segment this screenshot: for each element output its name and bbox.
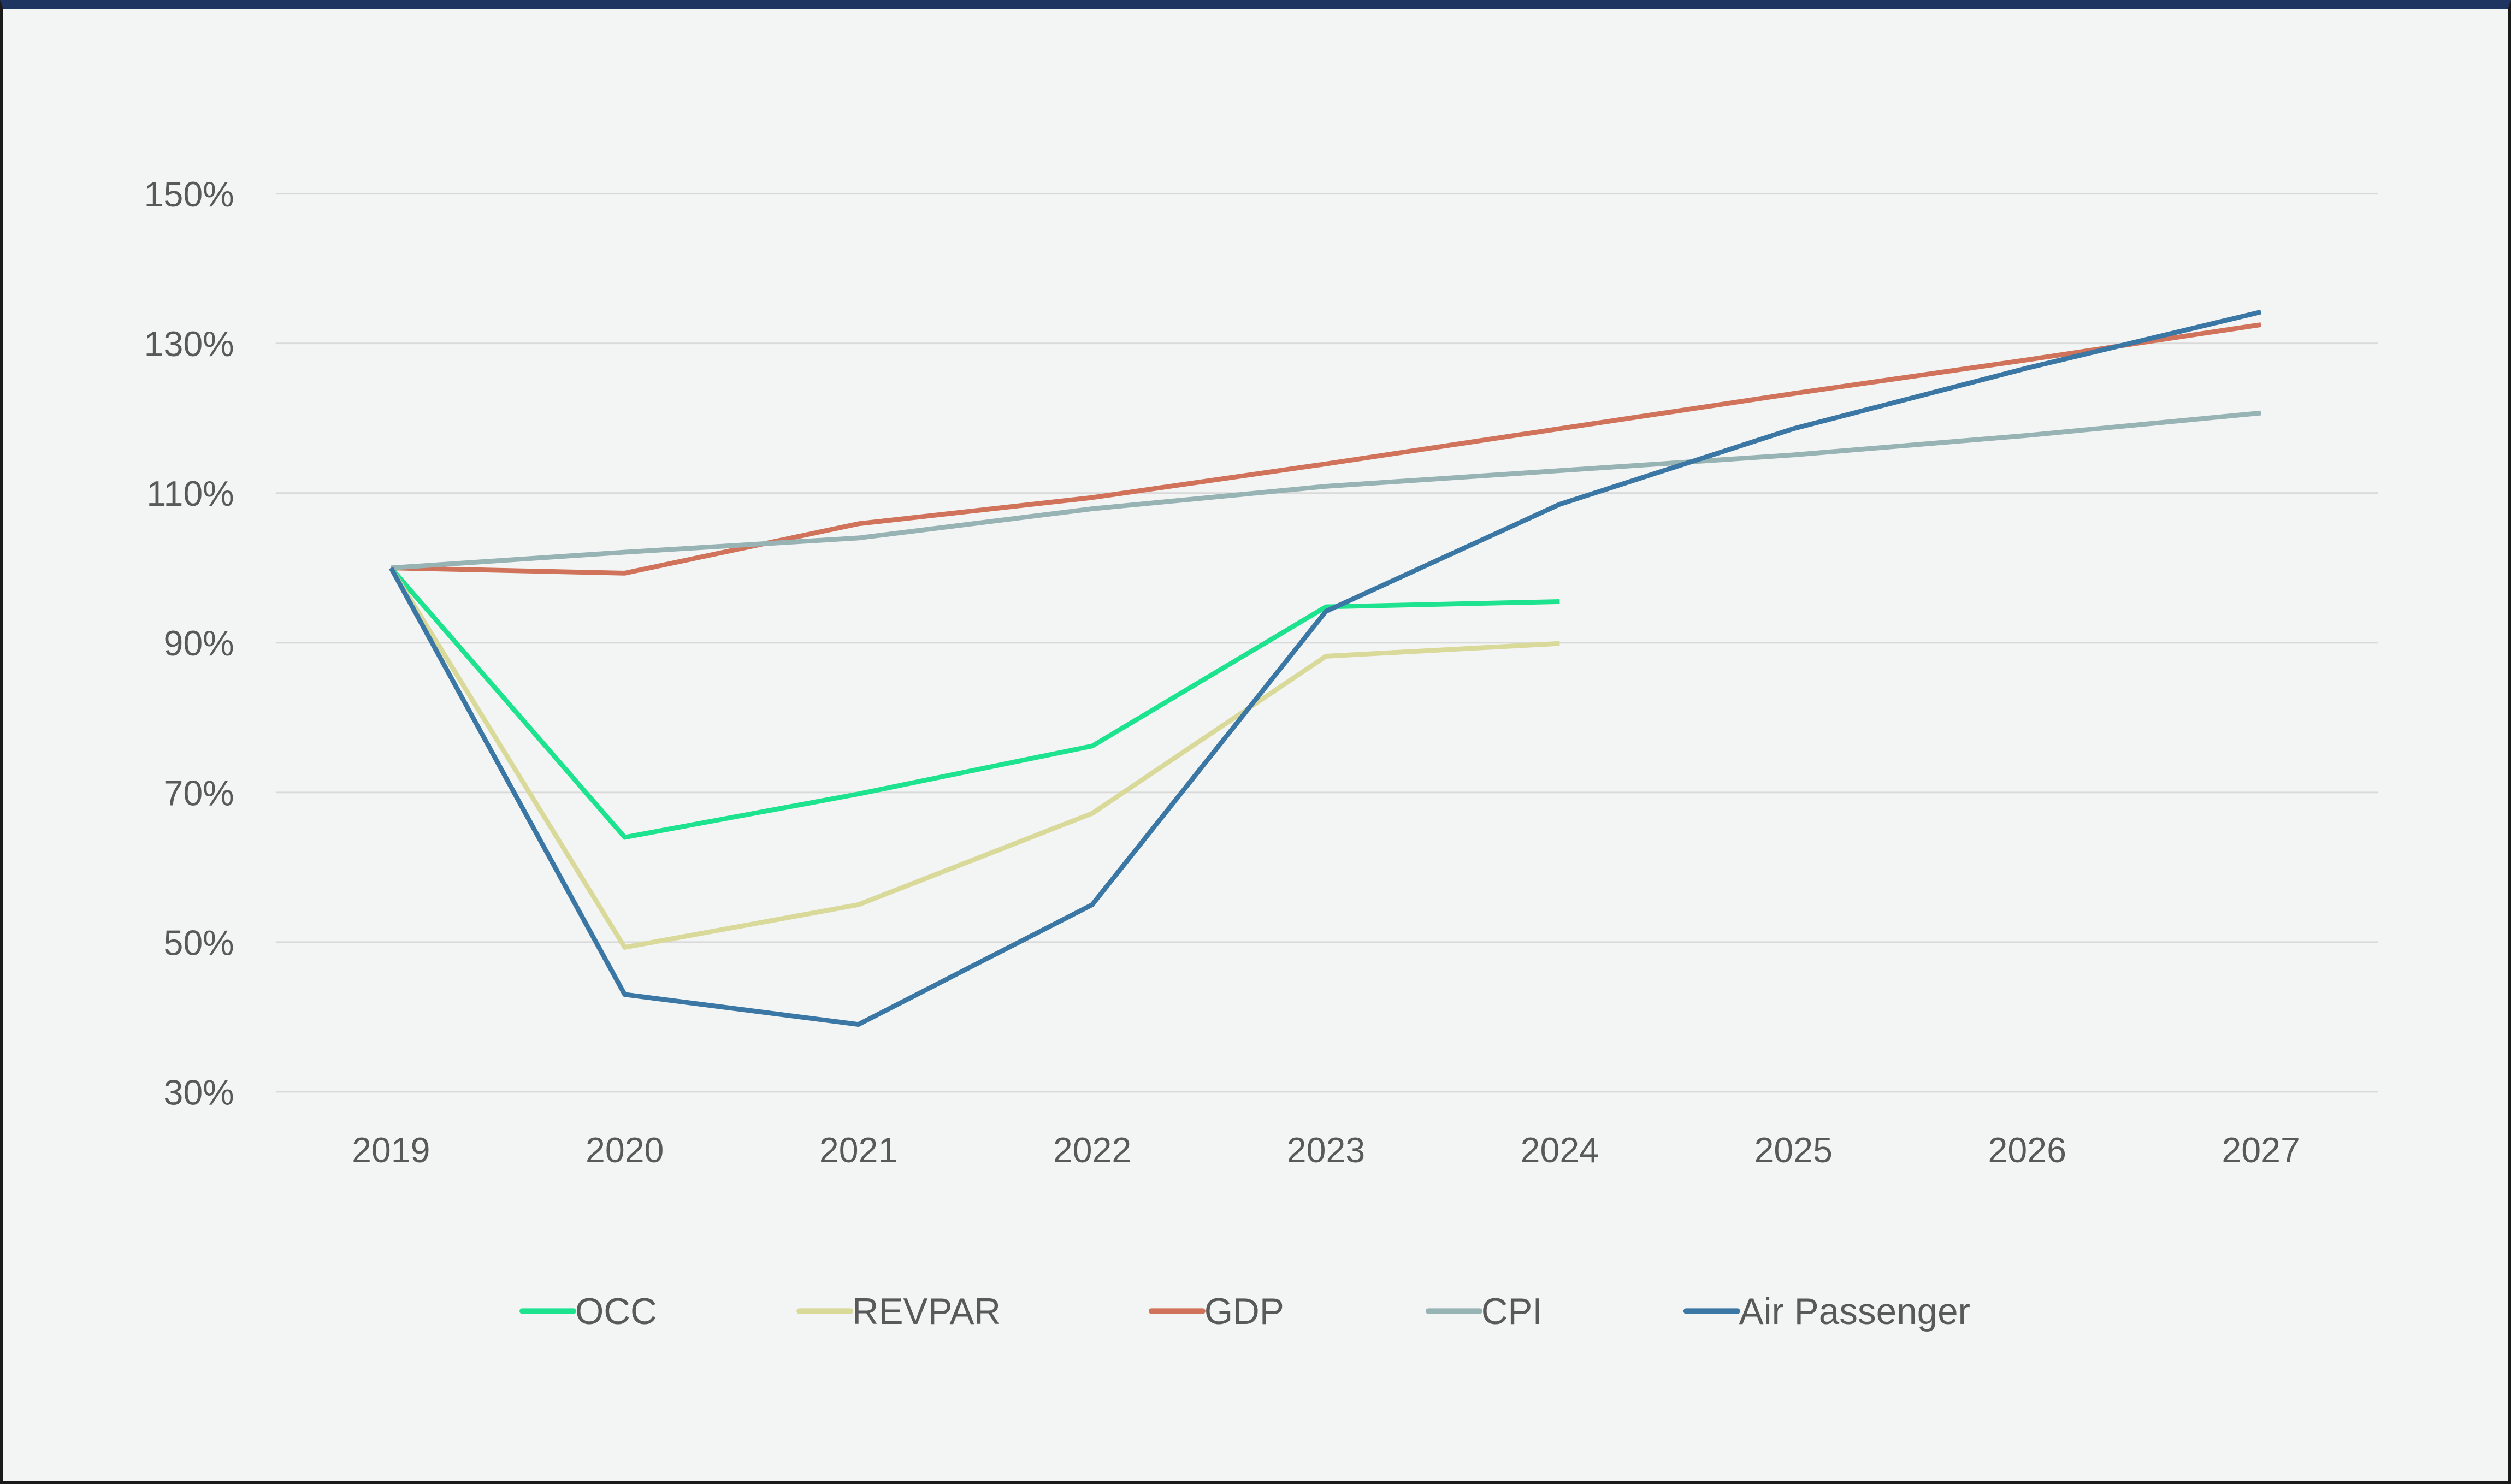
- y-tick-label: 50%: [164, 923, 234, 962]
- x-tick-label: 2024: [1521, 1131, 1599, 1170]
- x-tick-label: 2026: [1988, 1131, 2066, 1170]
- legend-item: CPI: [1425, 1291, 1543, 1332]
- legend-label: CPI: [1481, 1291, 1543, 1332]
- legend-item: Air Passenger: [1683, 1291, 1970, 1332]
- y-tick-label: 110%: [146, 474, 234, 513]
- legend-label: GDP: [1204, 1291, 1284, 1332]
- legend-label: OCC: [575, 1291, 657, 1332]
- y-tick-label: 30%: [164, 1073, 234, 1112]
- series-line-cpi: [391, 410, 2261, 571]
- x-tick-label: 2025: [1754, 1131, 1833, 1170]
- y-tick-label: 130%: [144, 324, 234, 364]
- x-tick-label: 2022: [1053, 1131, 1131, 1170]
- x-tick-label: 2023: [1287, 1131, 1365, 1170]
- series-line-air-passenger: [388, 309, 2262, 1027]
- y-tick-label: 90%: [164, 624, 234, 663]
- legend-label: REVPAR: [852, 1291, 1001, 1332]
- y-tick-label: 70%: [164, 773, 234, 813]
- x-tick-label: 2021: [819, 1131, 897, 1170]
- y-axis-ticks: 30% 50% 70% 90% 110% 130% 150%: [144, 175, 234, 1112]
- series-lines: [388, 309, 2262, 1027]
- x-tick-label: 2020: [586, 1131, 664, 1170]
- series-line-occ: [389, 566, 1560, 840]
- y-tick-label: 150%: [144, 175, 234, 214]
- x-tick-label: 2027: [2222, 1131, 2300, 1170]
- x-tick-label: 2019: [352, 1131, 430, 1170]
- gridlines: [275, 193, 2378, 1093]
- series-line-gdp: [391, 322, 2261, 576]
- series-line-revpar: [389, 566, 1560, 950]
- legend-label: Air Passenger: [1739, 1291, 1970, 1332]
- legend: OCC REVPAR GDP CPI Air Passenger: [519, 1291, 1970, 1332]
- x-axis-ticks: 2019 2020 2021 2022 2023 2024 2025 2026 2027: [352, 1131, 2300, 1170]
- legend-item: REVPAR: [796, 1291, 1001, 1332]
- legend-item: OCC: [519, 1291, 657, 1332]
- legend-item: GDP: [1148, 1291, 1284, 1332]
